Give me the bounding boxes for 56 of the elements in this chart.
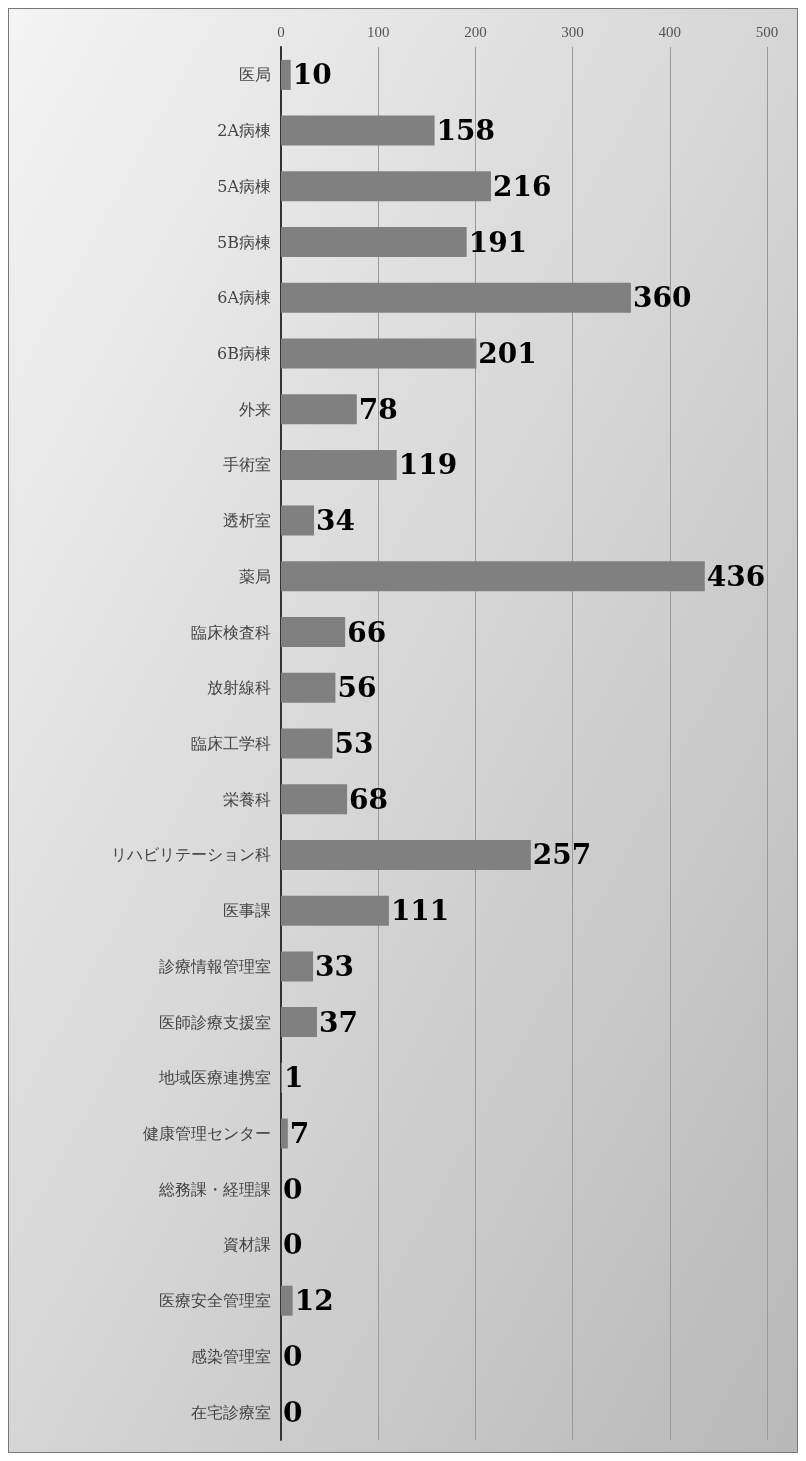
y-tick-label: 健康管理センター — [143, 1124, 271, 1144]
data-label: 78 — [358, 392, 398, 426]
data-label: 0 — [283, 1172, 303, 1206]
y-tick-label: 地域医療連携室 — [158, 1068, 271, 1088]
y-tick-label: 医師診療支援室 — [159, 1012, 271, 1032]
y-tick-label: 総務課・経理課 — [158, 1179, 271, 1199]
y-tick-label: 臨床検査科 — [191, 622, 271, 642]
x-tick-label: 500 — [755, 23, 779, 40]
y-tick-label: 外来 — [239, 399, 271, 419]
data-label: 0 — [283, 1395, 303, 1429]
data-label: 10 — [292, 58, 332, 92]
y-tick-label: リハビリテーション科 — [111, 845, 271, 865]
x-tick-label: 0 — [277, 23, 285, 40]
y-tick-label: 透析室 — [223, 511, 271, 531]
data-label: 68 — [349, 782, 389, 816]
y-tick-label: 6A病棟 — [217, 288, 271, 308]
y-tick-label: 薬局 — [239, 566, 271, 586]
data-label: 53 — [334, 727, 374, 760]
data-label: 111 — [390, 894, 450, 928]
data-label: 158 — [436, 114, 496, 148]
x-tick-label: 200 — [464, 23, 487, 40]
y-tick-label: 感染管理室 — [191, 1346, 271, 1366]
x-tick-label: 400 — [658, 23, 682, 40]
y-tick-label: 在宅診療室 — [191, 1402, 271, 1422]
y-tick-label: 診療情報管理室 — [159, 956, 271, 976]
data-label: 12 — [294, 1284, 334, 1318]
data-label: 0 — [283, 1339, 303, 1373]
y-tick-label: 医事課 — [223, 901, 271, 921]
data-label: 33 — [315, 949, 355, 983]
data-label: 34 — [316, 504, 356, 538]
data-label: 257 — [532, 838, 592, 872]
y-tick-label: 手術室 — [223, 455, 271, 475]
x-tick-label: 100 — [366, 23, 390, 40]
x-tick-label: 300 — [561, 23, 584, 40]
data-label: 56 — [337, 671, 377, 705]
y-tick-label: 放射線科 — [207, 678, 271, 698]
data-label: 191 — [468, 225, 528, 259]
y-tick-label: 医局 — [239, 65, 271, 85]
y-tick-label: 資材課 — [223, 1235, 271, 1255]
data-label: 7 — [289, 1117, 310, 1151]
data-label: 360 — [632, 281, 692, 315]
y-tick-label: 医療安全管理室 — [159, 1291, 271, 1311]
y-tick-label: 5B病棟 — [217, 232, 271, 252]
data-label: 201 — [478, 336, 537, 370]
data-label: 0 — [283, 1228, 303, 1262]
data-label: 1 — [283, 1061, 304, 1095]
data-label: 216 — [492, 169, 552, 203]
data-label: 37 — [318, 1005, 358, 1039]
y-tick-label: 5A病棟 — [217, 176, 271, 196]
data-label: 119 — [398, 448, 458, 482]
data-label: 66 — [347, 615, 387, 649]
y-tick-label: 栄養科 — [223, 789, 271, 809]
y-tick-label: 6B病棟 — [217, 343, 271, 363]
data-label: 436 — [706, 559, 766, 593]
y-tick-label: 2A病棟 — [217, 121, 271, 141]
y-tick-label: 臨床工学科 — [191, 734, 271, 753]
